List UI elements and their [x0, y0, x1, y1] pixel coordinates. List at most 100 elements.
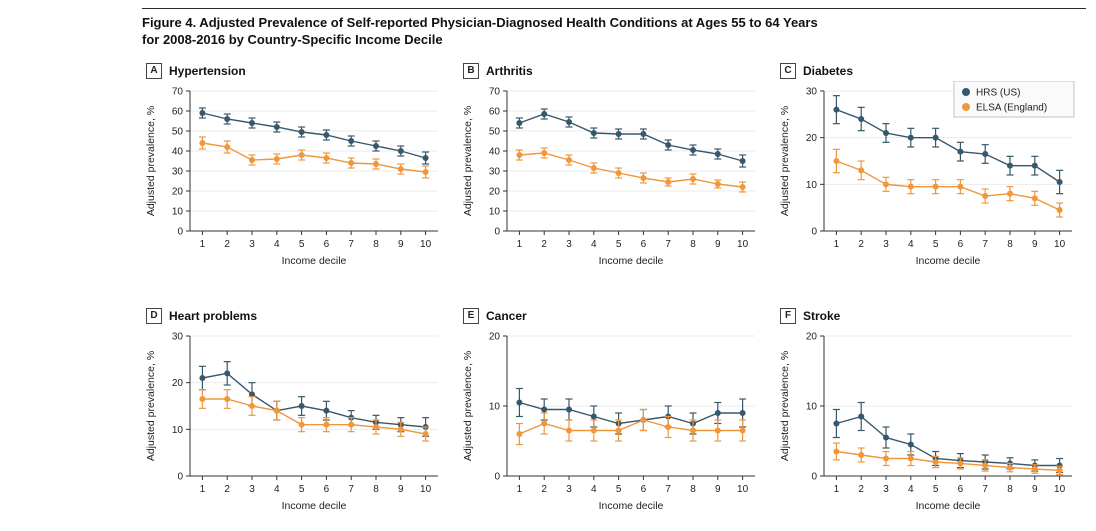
panel-header: C Diabetes — [780, 62, 1081, 79]
svg-text:7: 7 — [665, 239, 671, 250]
svg-text:10: 10 — [1054, 484, 1066, 495]
svg-text:6: 6 — [641, 484, 647, 495]
svg-text:7: 7 — [982, 484, 988, 495]
panel-title: Stroke — [803, 308, 841, 323]
panel-arthritis: B Arthritis 0 10 20 30 40 50 60 70 1 2 3 4 5 6 7 8 9 10 Adju… — [459, 62, 764, 294]
svg-text:20: 20 — [806, 133, 818, 144]
svg-text:8: 8 — [1007, 239, 1013, 250]
chart-f: 0 10 20 1 2 3 4 5 6 7 8 9 10 Adjusted prevalence, % In… — [779, 331, 1072, 512]
svg-text:5: 5 — [299, 484, 305, 495]
svg-text:3: 3 — [883, 239, 889, 250]
svg-text:4: 4 — [908, 484, 914, 495]
svg-text:40: 40 — [172, 146, 184, 157]
svg-text:2: 2 — [541, 484, 547, 495]
svg-text:10: 10 — [420, 239, 432, 250]
svg-text:0: 0 — [494, 471, 500, 482]
svg-text:6: 6 — [324, 484, 330, 495]
svg-text:6: 6 — [324, 239, 330, 250]
svg-text:3: 3 — [883, 484, 889, 495]
panel-header: E Cancer — [463, 307, 764, 324]
svg-text:Income decile: Income decile — [916, 500, 981, 512]
panel-letter: F — [780, 307, 796, 324]
svg-text:10: 10 — [420, 484, 432, 495]
svg-text:2: 2 — [858, 484, 864, 495]
svg-text:Income decile: Income decile — [282, 500, 347, 512]
svg-text:10: 10 — [806, 401, 818, 412]
svg-text:4: 4 — [274, 239, 280, 250]
svg-text:20: 20 — [172, 186, 184, 197]
chart-c: 0 10 20 30 1 2 3 4 5 6 7 8 9 10 Adjusted prevalence, %… — [779, 80, 1075, 267]
panel-header: D Heart problems — [146, 307, 447, 324]
svg-text:2: 2 — [224, 239, 230, 250]
legend-label: ELSA (England) — [976, 102, 1047, 113]
panels-grid: A Hypertension 0 10 20 30 40 50 60 70 1 2 3 4 5 6 7 8 9 10 A… — [142, 62, 1086, 531]
panel-stroke: F Stroke 0 10 20 1 2 3 4 5 6 7 8 9 10 Adjusted prevalen… — [776, 307, 1081, 531]
svg-text:Adjusted prevalence, %: Adjusted prevalence, % — [779, 106, 791, 216]
svg-text:5: 5 — [933, 239, 939, 250]
svg-text:7: 7 — [665, 484, 671, 495]
panel-letter: C — [780, 62, 796, 79]
svg-text:Adjusted prevalence, %: Adjusted prevalence, % — [462, 106, 474, 216]
panel-title: Diabetes — [803, 63, 854, 78]
svg-text:70: 70 — [489, 86, 501, 97]
svg-text:2: 2 — [858, 239, 864, 250]
panel-heart-problems: D Heart problems 0 10 20 30 1 2 3 4 5 6 7 8 9 10 Adjuste… — [142, 307, 447, 531]
svg-text:60: 60 — [489, 106, 501, 117]
svg-text:30: 30 — [489, 166, 501, 177]
panel-title: Heart problems — [169, 308, 258, 323]
panel-letter: E — [463, 307, 479, 324]
svg-text:4: 4 — [274, 484, 280, 495]
svg-text:8: 8 — [690, 484, 696, 495]
svg-text:Income decile: Income decile — [282, 255, 347, 267]
panel-letter: A — [146, 62, 162, 79]
svg-text:Adjusted prevalence, %: Adjusted prevalence, % — [145, 351, 157, 461]
svg-text:10: 10 — [489, 401, 501, 412]
svg-text:Income decile: Income decile — [916, 255, 981, 267]
chart-a: 0 10 20 30 40 50 60 70 1 2 3 4 5 6 7 8 9 10 Adjusted preva… — [145, 86, 438, 267]
panel-diabetes: C Diabetes 0 10 20 30 1 2 3 4 5 6 7 8 9 10 Adjusted prev… — [776, 62, 1081, 294]
panel-title: Cancer — [486, 308, 527, 323]
figure-title-line1: Figure 4. Adjusted Prevalence of Self-re… — [142, 15, 818, 30]
panel-cancer: E Cancer 0 10 20 1 2 3 4 5 6 7 8 9 10 Adjusted prevalen… — [459, 307, 764, 531]
svg-text:20: 20 — [806, 331, 818, 342]
svg-text:4: 4 — [908, 239, 914, 250]
svg-text:7: 7 — [348, 484, 354, 495]
svg-text:2: 2 — [541, 239, 547, 250]
svg-text:20: 20 — [489, 186, 501, 197]
figure-title-line2: for 2008-2016 by Country-Specific Income… — [142, 31, 443, 47]
svg-text:2: 2 — [224, 484, 230, 495]
svg-text:20: 20 — [489, 331, 501, 342]
legend-label: HRS (US) — [976, 87, 1020, 98]
svg-text:8: 8 — [690, 239, 696, 250]
svg-text:Adjusted prevalence, %: Adjusted prevalence, % — [779, 351, 791, 461]
svg-text:Adjusted prevalence, %: Adjusted prevalence, % — [462, 351, 474, 461]
svg-text:3: 3 — [566, 239, 572, 250]
panel-header: B Arthritis — [463, 62, 764, 79]
figure-content: Figure 4. Adjusted Prevalence of Self-re… — [142, 8, 1086, 531]
chart-d: 0 10 20 30 1 2 3 4 5 6 7 8 9 10 Adjusted prevalence, %… — [145, 331, 438, 512]
svg-text:1: 1 — [200, 239, 206, 250]
svg-text:3: 3 — [249, 239, 255, 250]
svg-text:10: 10 — [737, 239, 749, 250]
svg-text:10: 10 — [172, 425, 184, 436]
svg-text:3: 3 — [566, 484, 572, 495]
panel-header: F Stroke — [780, 307, 1081, 324]
svg-text:40: 40 — [489, 146, 501, 157]
svg-text:5: 5 — [933, 484, 939, 495]
svg-text:0: 0 — [494, 226, 500, 237]
panel-hypertension: A Hypertension 0 10 20 30 40 50 60 70 1 2 3 4 5 6 7 8 9 10 A… — [142, 62, 447, 294]
panel-header: A Hypertension — [146, 62, 447, 79]
svg-text:50: 50 — [172, 126, 184, 137]
svg-text:10: 10 — [489, 206, 501, 217]
svg-text:8: 8 — [373, 239, 379, 250]
svg-text:5: 5 — [299, 239, 305, 250]
svg-text:70: 70 — [172, 86, 184, 97]
svg-text:Adjusted prevalence, %: Adjusted prevalence, % — [145, 106, 157, 216]
legend: HRS (US) ELSA (England) — [953, 80, 1075, 118]
svg-text:7: 7 — [348, 239, 354, 250]
svg-text:1: 1 — [200, 484, 206, 495]
svg-text:10: 10 — [172, 206, 184, 217]
svg-text:30: 30 — [806, 86, 818, 97]
svg-text:9: 9 — [1032, 239, 1038, 250]
